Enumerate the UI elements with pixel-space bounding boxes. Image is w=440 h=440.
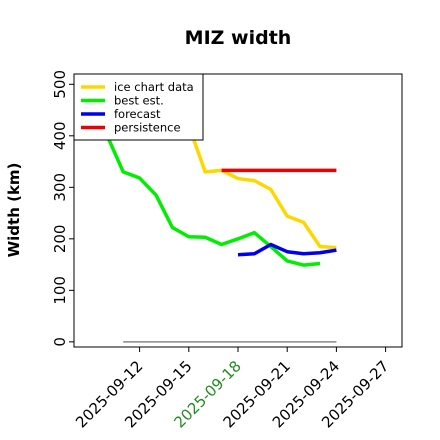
y-tick-label: 100 xyxy=(51,276,69,305)
y-tick-label: 500 xyxy=(51,70,69,99)
y-axis-label: Width (km) xyxy=(5,163,23,258)
y-tick-label: 0 xyxy=(51,337,69,347)
y-tick-label: 400 xyxy=(51,121,69,150)
legend-label-best-est: best est. xyxy=(114,94,164,108)
y-tick-label: 300 xyxy=(51,173,69,202)
legend-label-ice-chart-data: ice chart data xyxy=(114,80,194,94)
series-line-ice-chart-data xyxy=(187,124,337,250)
legend-label-forecast: forecast xyxy=(114,107,161,121)
series-line-forecast xyxy=(237,242,337,257)
series-line-best-est xyxy=(105,134,321,267)
legend-label-persistence: persistence xyxy=(114,121,181,135)
y-tick-label: 200 xyxy=(51,225,69,254)
series-layer xyxy=(105,124,337,343)
chart-title: MIZ width xyxy=(185,27,292,49)
